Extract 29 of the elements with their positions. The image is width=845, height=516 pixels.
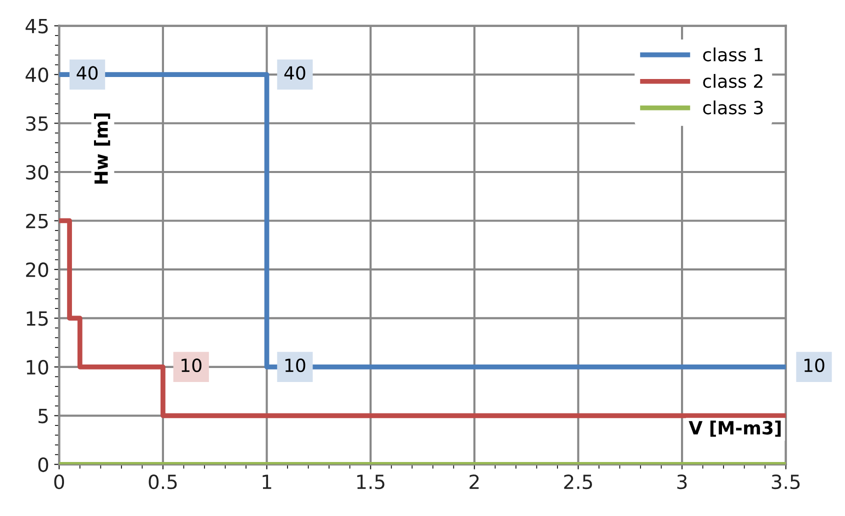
x-tick-label: 0.5: [148, 474, 177, 490]
y-axis-title: Hw [m]: [94, 113, 110, 184]
y-tick-label: 20: [26, 262, 48, 278]
x-tick-label: 2: [470, 474, 479, 489]
y-tick-label: 5: [38, 408, 48, 424]
x-tick-label: 1: [262, 474, 272, 489]
data-label: 10: [804, 358, 824, 372]
x-tick-label: 3.5: [772, 474, 800, 490]
y-tick-label: 0: [38, 457, 48, 472]
y-tick-label: 40: [26, 67, 48, 82]
y-tick-label: 15: [26, 311, 48, 326]
y-tick-label: 45: [26, 19, 48, 34]
y-tick-label: 30: [26, 164, 48, 180]
y-tick-label: 10: [26, 360, 48, 375]
data-label: 10: [182, 358, 202, 372]
data-label: 40: [284, 66, 306, 80]
legend-label: class 1: [703, 47, 763, 62]
legend-label: class 3: [703, 100, 763, 114]
x-axis-title: V [M-m3]: [688, 420, 781, 437]
y-tick-label: 25: [26, 214, 48, 228]
x-tick-label: 3: [677, 474, 687, 490]
line-series: [59, 218, 786, 418]
x-tick-label: 1.5: [357, 474, 384, 490]
x-tick-label: 2.5: [564, 474, 592, 490]
data-label: 40: [76, 66, 98, 80]
y-tick-label: 35: [26, 116, 48, 131]
legend-label: class 2: [703, 74, 762, 88]
x-tick-label: 0: [54, 474, 64, 490]
data-label: 10: [285, 358, 306, 372]
